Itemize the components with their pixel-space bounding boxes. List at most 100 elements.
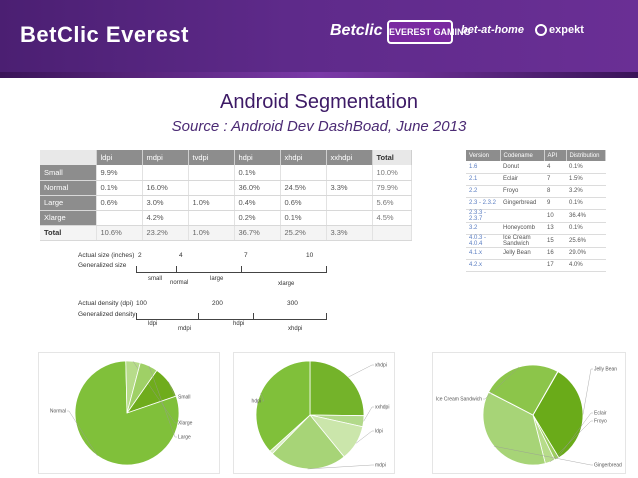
density-col-header: hdpi bbox=[234, 150, 281, 165]
table-row: 2.1 Eclair 7 1.5% bbox=[466, 173, 606, 186]
screen-size-pie-chart: Small Normal Xlarge Large bbox=[38, 352, 220, 474]
screen-density-table: ldpi mdpi tvdpi hdpi xhdpi xxhdpi Total … bbox=[40, 150, 412, 241]
table-cell: 1.0% bbox=[188, 195, 235, 211]
pie-leader-line bbox=[148, 365, 177, 438]
table-cell: 1.0% bbox=[188, 225, 235, 241]
table-cell: 24.5% bbox=[280, 180, 327, 196]
table-cell bbox=[326, 210, 373, 226]
density-group-label: xhdpi bbox=[288, 326, 303, 332]
density-bracket bbox=[136, 313, 137, 320]
table-cell bbox=[326, 195, 373, 211]
platform-version-pie-chart: Jelly Bean Eclair Froyo Gingerbread Ice Crea… bbox=[432, 352, 626, 474]
bet-at-home-logo: bet-at-home bbox=[461, 24, 524, 36]
version-cell: 4.2.x bbox=[466, 259, 500, 272]
table-cell bbox=[142, 165, 189, 181]
slide-subtitle: Source : Android Dev DashBoad, June 2013 bbox=[171, 118, 467, 135]
size-tick: 4 bbox=[179, 252, 183, 259]
pie-leader-line bbox=[67, 410, 98, 456]
pie-label: xxhdpi bbox=[375, 405, 389, 411]
betclic-logo: Betclic bbox=[330, 22, 383, 39]
density-group-label: mdpi bbox=[178, 326, 192, 332]
distribution-cell: 3.2% bbox=[566, 185, 606, 198]
version-cell: 2.2 bbox=[466, 185, 500, 198]
codename-cell bbox=[500, 209, 544, 223]
density-scale-line bbox=[136, 319, 326, 320]
table-cell: 0.1% bbox=[234, 165, 281, 181]
api-cell: 15 bbox=[544, 234, 566, 248]
version-cell: 4.0.3 - 4.0.4 bbox=[466, 234, 500, 248]
distribution-cell: 1.5% bbox=[566, 173, 606, 186]
version-cell: 1.6 bbox=[466, 161, 500, 174]
table-cell: 0.4% bbox=[234, 195, 281, 211]
codename-cell: Donut bbox=[500, 161, 544, 174]
table-cell-total: 4.5% bbox=[372, 210, 412, 226]
density-col-header: ldpi bbox=[96, 150, 143, 165]
density-col-header: xhdpi bbox=[280, 150, 327, 165]
table-row: 4.1.x Jelly Bean 16 29.0% bbox=[466, 247, 606, 260]
pie-label: Jelly Bean bbox=[594, 367, 617, 373]
distribution-cell: 0.1% bbox=[566, 222, 606, 235]
everest-gaming-logo: EVEREST GAMING bbox=[387, 20, 471, 44]
table-row: Large 0.6% 3.0% 1.0% 0.4% 0.6% 5.6% bbox=[40, 195, 412, 211]
density-tick: 200 bbox=[212, 300, 223, 307]
table-cell bbox=[326, 165, 373, 181]
pie-leader-line bbox=[549, 420, 593, 463]
version-col-header: Distribution bbox=[566, 150, 606, 161]
table-cell: 36.7% bbox=[234, 225, 281, 241]
version-col-header: Codename bbox=[500, 150, 545, 161]
table-cell: 25.2% bbox=[280, 225, 327, 241]
pie-label: xhdpi bbox=[375, 363, 387, 369]
table-row: 4.0.3 - 4.0.4 Ice Cream Sandwich 15 25.6% bbox=[466, 234, 606, 248]
codename-cell: Eclair bbox=[500, 173, 544, 186]
table-cell-total: 10.0% bbox=[372, 165, 412, 181]
slide-title: Android Segmentation bbox=[220, 91, 418, 113]
row-label: Large bbox=[40, 195, 97, 211]
api-cell: 10 bbox=[544, 209, 566, 223]
size-bracket bbox=[136, 266, 137, 273]
table-cell: 3.3% bbox=[326, 225, 373, 241]
size-bracket bbox=[176, 266, 177, 273]
size-density-diagram: Actual size (inches) 2 4 7 10 Generalize… bbox=[78, 252, 333, 332]
expekt-logo: expekt bbox=[535, 24, 584, 37]
table-cell bbox=[188, 165, 235, 181]
table-cell bbox=[280, 165, 327, 181]
version-col-header: Version bbox=[466, 150, 501, 161]
screen-density-pie-chart: xhdpi xxhdpi ldpi mdpi hdpi bbox=[233, 352, 395, 474]
pie-label: Large bbox=[178, 435, 191, 441]
table-cell: 0.6% bbox=[280, 195, 327, 211]
table-cell: 10.6% bbox=[96, 225, 143, 241]
table-row: Normal 0.1% 16.0% 36.0% 24.5% 3.3% 79.9% bbox=[40, 180, 412, 196]
screen-density-pie-svg: xhdpi xxhdpi ldpi mdpi hdpi bbox=[252, 360, 389, 470]
row-label-total: Total bbox=[40, 225, 97, 241]
brand-title: BetClic Everest bbox=[20, 22, 189, 47]
android-version-table: Version Codename API Distribution 1.6 Don… bbox=[466, 150, 606, 272]
pie-slice bbox=[532, 371, 584, 459]
distribution-cell: 4.0% bbox=[566, 259, 606, 272]
pie-label: mdpi bbox=[375, 463, 386, 469]
header-stripe bbox=[0, 72, 638, 78]
table-row: 1.6 Donut 4 0.1% bbox=[466, 161, 606, 174]
size-scale-line bbox=[136, 272, 326, 273]
table-cell-total: 79.9% bbox=[372, 180, 412, 196]
pie-leader-line bbox=[260, 393, 265, 402]
row-label: Small bbox=[40, 165, 97, 181]
pie-leader-line bbox=[348, 364, 374, 378]
size-group-label: normal bbox=[170, 280, 189, 286]
size-tick: 10 bbox=[306, 252, 314, 259]
pie-label: Froyo bbox=[594, 419, 607, 425]
table-cell bbox=[188, 210, 235, 226]
pie-label: Ice Cream Sandwich bbox=[436, 397, 482, 403]
pie-leader-line bbox=[307, 464, 374, 470]
codename-cell: Froyo bbox=[500, 185, 544, 198]
pie-leader-line bbox=[363, 406, 374, 422]
table-cell: 16.0% bbox=[142, 180, 189, 196]
pie-label: Xlarge bbox=[178, 421, 193, 427]
actual-size-label: Actual size (inches) bbox=[78, 252, 135, 259]
platform-version-pie-svg: Jelly Bean Eclair Froyo Gingerbread Ice Crea… bbox=[436, 364, 622, 469]
density-header-row: ldpi mdpi tvdpi hdpi xhdpi xxhdpi Total bbox=[40, 150, 412, 165]
pie-leader-line bbox=[493, 445, 593, 466]
codename-cell: Jelly Bean bbox=[500, 247, 544, 260]
density-bracket bbox=[198, 313, 199, 320]
api-cell: 9 bbox=[544, 197, 566, 210]
